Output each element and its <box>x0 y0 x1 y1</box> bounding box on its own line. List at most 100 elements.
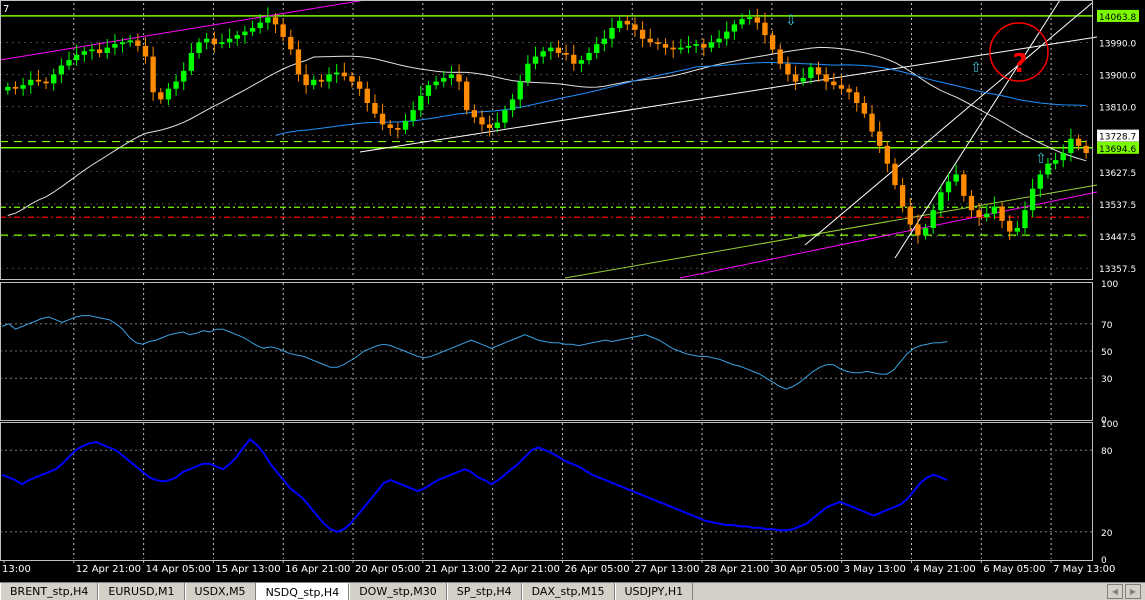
candle-body <box>792 74 799 82</box>
candle-body <box>548 47 554 52</box>
tab-usdx[interactable]: USDX,M5 <box>184 583 256 600</box>
candle-body <box>578 60 585 64</box>
candle-body <box>226 38 233 43</box>
tab-usdjpy[interactable]: USDJPY,H1 <box>614 583 694 600</box>
candle-body <box>976 210 982 218</box>
candle-body <box>808 67 814 78</box>
price-label-text: 13728.7 <box>1099 133 1136 143</box>
candle-body <box>234 35 240 39</box>
arrow-up-icon: ⇧ <box>1035 151 1047 167</box>
candle-body <box>303 74 309 86</box>
rsi-line <box>1 315 948 390</box>
candle-body <box>165 88 172 100</box>
candle-body <box>20 85 26 89</box>
candle-body <box>769 35 776 50</box>
candle-body <box>922 228 929 236</box>
candle-body <box>104 47 110 53</box>
tab-dax[interactable]: DAX_stp,M15 <box>521 583 615 600</box>
candle-body <box>670 47 676 50</box>
candle-body <box>884 145 891 164</box>
x-tick-label: 7 May 13:00 <box>1053 564 1115 575</box>
tab-eurusd[interactable]: EURUSD,M1 <box>98 583 185 600</box>
axes: 13:00 12 Apr 21:00 14 Apr 05:00 15 Apr 13:0… <box>0 0 1139 575</box>
tab-sp[interactable]: SP_stp,H4 <box>446 583 522 600</box>
candle-body <box>662 44 669 48</box>
candle-body <box>624 20 630 25</box>
x-tick-label: 26 Apr 05:00 <box>564 564 629 575</box>
candle-body <box>127 40 133 43</box>
tab-brent[interactable]: BRENT_stp,H4 <box>0 583 99 600</box>
candle-body <box>349 76 355 82</box>
candle-body <box>892 163 898 186</box>
candle-body <box>418 95 424 111</box>
scroll-left-icon[interactable]: ◀ <box>1107 584 1123 599</box>
scroll-right-icon[interactable]: ▶ <box>1125 584 1141 599</box>
rsi-tick-label: 50 <box>1101 348 1113 358</box>
candle-body <box>12 86 19 89</box>
candle-body <box>471 110 478 118</box>
candle-body <box>242 31 248 36</box>
trend-line-green <box>564 184 1098 279</box>
x-tick-label: 14 Apr 05:00 <box>146 564 211 575</box>
candle-body <box>1075 138 1082 146</box>
candle-body <box>494 122 500 128</box>
trend-line-white-steep-2 <box>894 0 1061 259</box>
candle-body <box>739 19 745 25</box>
candle-body <box>746 17 753 20</box>
candle-body <box>724 31 730 39</box>
candle-body <box>532 56 539 64</box>
candle-body <box>265 17 271 23</box>
candle-body <box>586 53 592 61</box>
candle-body <box>838 85 845 89</box>
candle-body <box>815 67 822 75</box>
candle-body <box>479 117 485 125</box>
stoch-tick-label: 0 <box>1101 556 1107 566</box>
candle-body <box>1068 138 1074 153</box>
y-tick-label: 13537.5 <box>1099 201 1136 211</box>
candle-body <box>211 38 217 45</box>
x-tick-label: 21 Apr 13:00 <box>425 564 490 575</box>
candle-body <box>89 49 95 52</box>
candle-body <box>150 56 156 93</box>
candle-body <box>938 192 944 211</box>
moving-average-blue <box>275 61 1087 136</box>
rsi-tick-label: 100 <box>1101 280 1118 290</box>
candle-body <box>571 54 577 64</box>
panel-frame-1 <box>0 282 1093 421</box>
candle-body <box>693 44 699 46</box>
candle-body <box>395 128 401 130</box>
symbol-tab-bar: BRENT_stp,H4 EURUSD,M1 USDX,M5 NSDQ_stp,… <box>0 582 1145 600</box>
tab-nsdq[interactable]: NSDQ_stp,H4 <box>255 583 350 600</box>
candle-body <box>502 110 508 123</box>
candle-body <box>601 38 608 45</box>
candle-body <box>456 74 462 82</box>
question-mark-text: ? <box>1012 49 1027 79</box>
candle-body <box>112 44 118 48</box>
candle-body <box>1045 163 1051 175</box>
candle-body <box>464 81 470 111</box>
y-tick-label: 13627.5 <box>1099 169 1136 179</box>
tab-scroll-controls: ◀ ▶ <box>1107 583 1145 600</box>
x-tick-label: 13:00 <box>2 564 31 575</box>
candle-body <box>81 51 87 55</box>
moving-averages <box>7 47 1087 216</box>
candle-body <box>280 24 286 37</box>
candle-body <box>425 85 432 96</box>
candle-body <box>854 92 860 103</box>
candle-body <box>525 63 531 82</box>
candle-body <box>35 79 42 82</box>
grid-lines <box>0 3 1092 559</box>
candle-body <box>655 42 661 45</box>
candle-body <box>257 22 263 28</box>
candle-body <box>311 79 317 86</box>
rsi-panel: 100 70 50 30 0 <box>0 280 1118 426</box>
x-tick-label: 6 May 05:00 <box>983 564 1045 575</box>
candle-body <box>594 44 600 53</box>
tab-dow[interactable]: DOW_stp,M30 <box>349 583 447 600</box>
candle-body <box>1083 145 1089 153</box>
y-tick-label: 13447.5 <box>1099 233 1136 243</box>
candle-body <box>73 54 80 61</box>
chart-canvas[interactable]: 100 70 50 30 0 100 80 20 0 13:00 12 Apr 21:00 14 … <box>0 0 1145 582</box>
candle-body <box>96 49 103 53</box>
candle-body <box>632 24 638 30</box>
